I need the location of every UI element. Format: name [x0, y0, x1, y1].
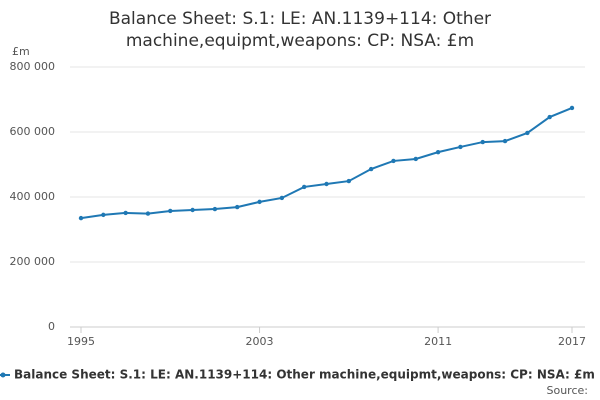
legend-marker-dot: [0, 372, 6, 378]
point: [458, 144, 463, 150]
legend-label: Balance Sheet: S.1: LE: AN.1139+114: Oth…: [14, 368, 595, 382]
point: [368, 166, 374, 172]
point: [101, 212, 106, 218]
point: [547, 114, 552, 120]
point: [324, 181, 329, 187]
point: [502, 138, 508, 144]
chart-title: Balance Sheet: S.1: LE: AN.1139+114: Oth…: [108, 9, 492, 51]
x-tick-label: 2003: [246, 335, 274, 348]
x-tick-label: 2017: [558, 335, 586, 348]
point: [168, 208, 173, 214]
point: [435, 149, 441, 155]
y-tick-label: 0: [48, 320, 55, 333]
point: [480, 139, 485, 145]
point: [78, 215, 84, 221]
source: Source:: [547, 384, 589, 397]
point: [391, 158, 396, 164]
y-tick-label: 600 000: [10, 125, 56, 138]
point: [346, 178, 352, 184]
x-tick-label: 2011: [424, 335, 452, 348]
y-tick-label: 200 000: [10, 255, 56, 268]
point: [123, 210, 128, 216]
point: [212, 206, 218, 212]
point: [525, 130, 530, 136]
x-tick-label: 1995: [67, 335, 95, 348]
y-tick-label: 400 000: [10, 190, 56, 203]
point: [235, 204, 240, 210]
point: [301, 184, 307, 190]
point: [569, 105, 575, 111]
y-unit-label: £m: [12, 45, 30, 58]
point: [145, 211, 151, 216]
point: [190, 207, 195, 213]
y-tick-label: 800 000: [10, 60, 56, 73]
series-line: [80, 107, 573, 220]
point: [413, 156, 418, 162]
point: [257, 199, 262, 205]
point: [279, 195, 285, 201]
